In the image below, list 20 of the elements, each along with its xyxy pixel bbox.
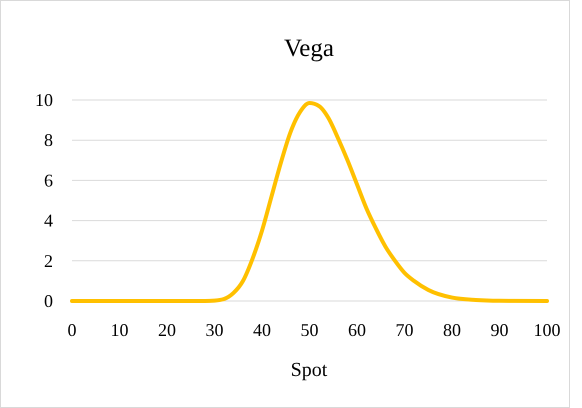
x-tick-label: 60 [348, 320, 366, 340]
x-tick-label: 80 [443, 320, 461, 340]
x-tick-label: 0 [68, 320, 76, 340]
x-tick-label: 40 [253, 320, 271, 340]
y-tick-label: 2 [44, 250, 53, 271]
y-tick-label: 10 [35, 90, 53, 110]
y-tick-label: 0 [44, 291, 53, 311]
x-tick-label: 50 [300, 320, 318, 340]
x-tick-label: 30 [206, 320, 224, 340]
x-tick-label: 100 [534, 320, 560, 340]
x-axis-title: Spot [290, 359, 328, 381]
x-tick-label: 20 [158, 320, 176, 340]
x-tick-label: 10 [110, 320, 128, 340]
x-tick-label: 70 [396, 320, 414, 340]
x-tick-label: 90 [490, 320, 508, 340]
line-series [70, 101, 549, 303]
y-tick-label: 6 [44, 170, 53, 190]
y-tick-label: 8 [44, 130, 53, 150]
y-tick-label: 4 [44, 210, 53, 231]
chart-title: Vega [284, 35, 334, 62]
